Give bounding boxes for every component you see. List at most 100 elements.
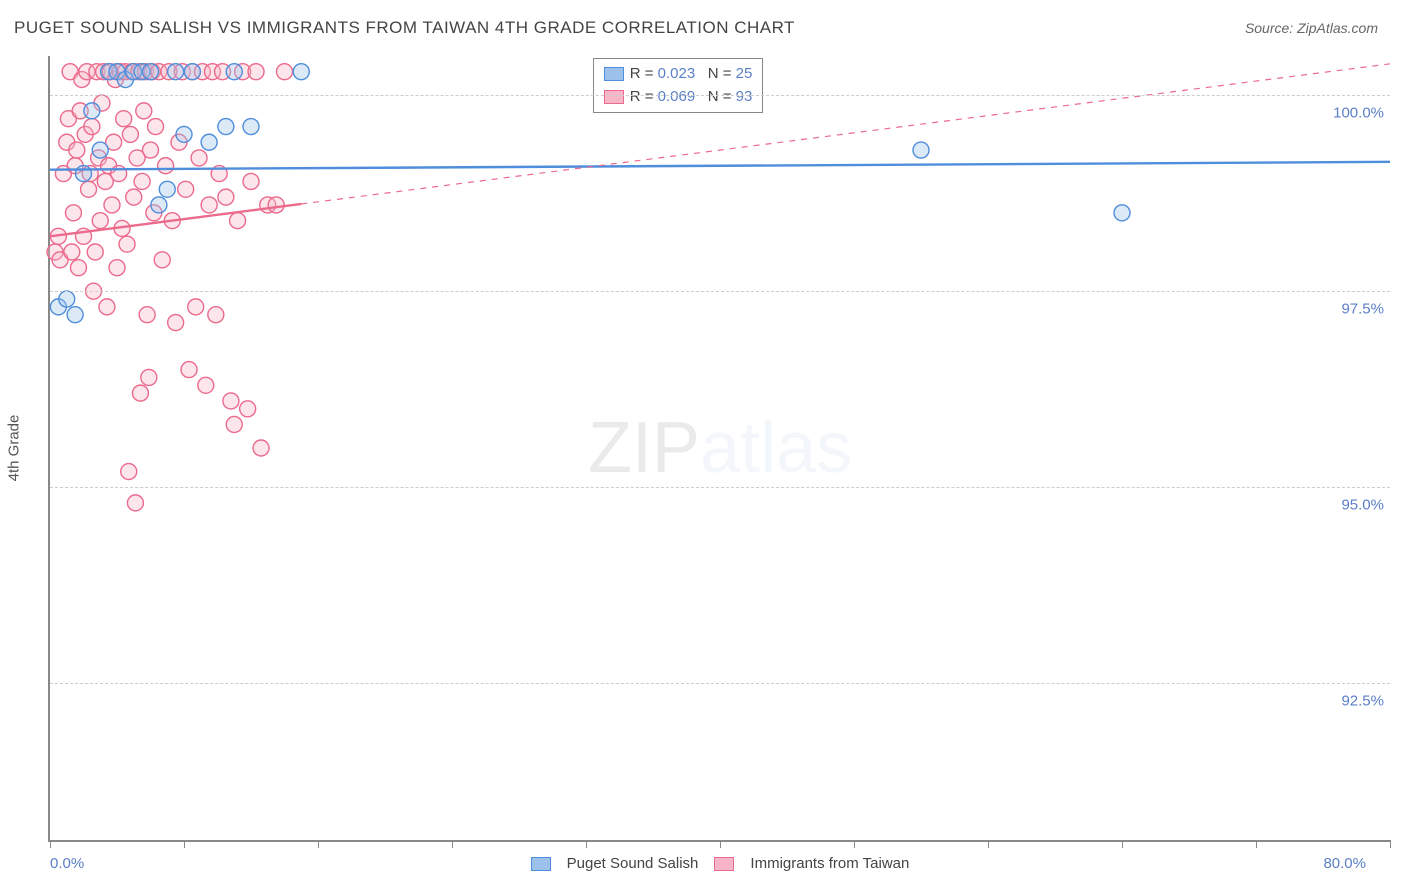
data-point xyxy=(109,260,125,276)
x-tick xyxy=(1390,840,1391,848)
data-point xyxy=(913,142,929,158)
data-point xyxy=(111,166,127,182)
data-point xyxy=(178,181,194,197)
legend-label: Immigrants from Taiwan xyxy=(750,855,909,872)
data-point xyxy=(92,213,108,229)
legend-row: R = 0.069 N = 93 xyxy=(604,86,753,109)
data-point xyxy=(154,252,170,268)
data-point xyxy=(158,158,174,174)
data-point xyxy=(141,369,157,385)
data-point xyxy=(59,291,75,307)
bottom-legend: Puget Sound Salish Immigrants from Taiwan xyxy=(50,854,1390,872)
data-point xyxy=(1114,205,1130,221)
trend-line xyxy=(50,204,301,236)
data-point xyxy=(84,103,100,119)
data-point xyxy=(69,142,85,158)
data-point xyxy=(240,401,256,417)
data-point xyxy=(253,440,269,456)
legend-swatch xyxy=(714,857,734,871)
data-point xyxy=(223,393,239,409)
trend-line-dashed xyxy=(301,64,1390,204)
data-point xyxy=(191,150,207,166)
data-point xyxy=(218,119,234,135)
data-point xyxy=(122,126,138,142)
data-point xyxy=(218,189,234,205)
data-point xyxy=(277,64,293,80)
data-point xyxy=(230,213,246,229)
x-tick xyxy=(988,840,989,848)
data-point xyxy=(176,126,192,142)
x-tick xyxy=(586,840,587,848)
data-point xyxy=(87,244,103,260)
data-point xyxy=(181,362,197,378)
data-point xyxy=(143,64,159,80)
data-point xyxy=(201,197,217,213)
data-point xyxy=(243,119,259,135)
data-point xyxy=(198,377,214,393)
data-point xyxy=(84,119,100,135)
data-point xyxy=(119,236,135,252)
x-tick xyxy=(452,840,453,848)
trend-line xyxy=(50,162,1390,170)
data-point xyxy=(121,464,137,480)
gridline xyxy=(50,95,1390,96)
stats-legend: R = 0.023 N = 25R = 0.069 N = 93 xyxy=(593,58,764,113)
data-point xyxy=(70,260,86,276)
data-point xyxy=(208,307,224,323)
data-point xyxy=(76,166,92,182)
x-tick xyxy=(184,840,185,848)
x-tick xyxy=(720,840,721,848)
x-axis-min-label: 0.0% xyxy=(50,855,84,872)
data-point xyxy=(226,64,242,80)
chart-svg xyxy=(50,56,1390,840)
gridline xyxy=(50,487,1390,488)
data-point xyxy=(92,142,108,158)
data-point xyxy=(293,64,309,80)
data-point xyxy=(243,173,259,189)
chart-source: Source: ZipAtlas.com xyxy=(1245,20,1378,36)
data-point xyxy=(126,189,142,205)
data-point xyxy=(148,119,164,135)
data-point xyxy=(248,64,264,80)
data-point xyxy=(67,307,83,323)
chart-title: PUGET SOUND SALISH VS IMMIGRANTS FROM TA… xyxy=(14,18,795,38)
data-point xyxy=(116,111,132,127)
y-tick-label: 100.0% xyxy=(1333,105,1384,122)
x-tick xyxy=(318,840,319,848)
y-tick-label: 92.5% xyxy=(1341,693,1384,710)
data-point xyxy=(65,205,81,221)
data-point xyxy=(143,142,159,158)
y-tick-label: 95.0% xyxy=(1341,497,1384,514)
legend-label: Puget Sound Salish xyxy=(567,855,699,872)
x-tick xyxy=(1256,840,1257,848)
data-point xyxy=(136,103,152,119)
x-tick xyxy=(854,840,855,848)
gridline xyxy=(50,291,1390,292)
plot-area: 4th Grade ZIPatlas R = 0.023 N = 25R = 0… xyxy=(48,56,1390,842)
data-point xyxy=(159,181,175,197)
data-point xyxy=(104,197,120,213)
legend-row: R = 0.023 N = 25 xyxy=(604,63,753,86)
data-point xyxy=(168,64,184,80)
y-axis-title: 4th Grade xyxy=(6,415,23,482)
data-point xyxy=(268,197,284,213)
data-point xyxy=(99,299,115,315)
y-tick-label: 97.5% xyxy=(1341,301,1384,318)
x-tick xyxy=(50,840,51,848)
x-axis-max-label: 80.0% xyxy=(1323,855,1366,872)
x-tick xyxy=(1122,840,1123,848)
data-point xyxy=(184,64,200,80)
data-point xyxy=(168,315,184,331)
legend-swatch xyxy=(531,857,551,871)
data-point xyxy=(188,299,204,315)
data-point xyxy=(201,134,217,150)
data-point xyxy=(134,173,150,189)
data-point xyxy=(127,495,143,511)
data-point xyxy=(64,244,80,260)
data-point xyxy=(151,197,167,213)
data-point xyxy=(132,385,148,401)
data-point xyxy=(81,181,97,197)
data-point xyxy=(226,416,242,432)
data-point xyxy=(139,307,155,323)
gridline xyxy=(50,683,1390,684)
